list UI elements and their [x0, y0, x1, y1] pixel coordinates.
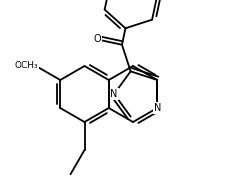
- Text: N: N: [153, 103, 160, 113]
- Text: OCH₃: OCH₃: [15, 61, 38, 70]
- Text: N: N: [110, 89, 118, 99]
- Text: O: O: [93, 34, 101, 45]
